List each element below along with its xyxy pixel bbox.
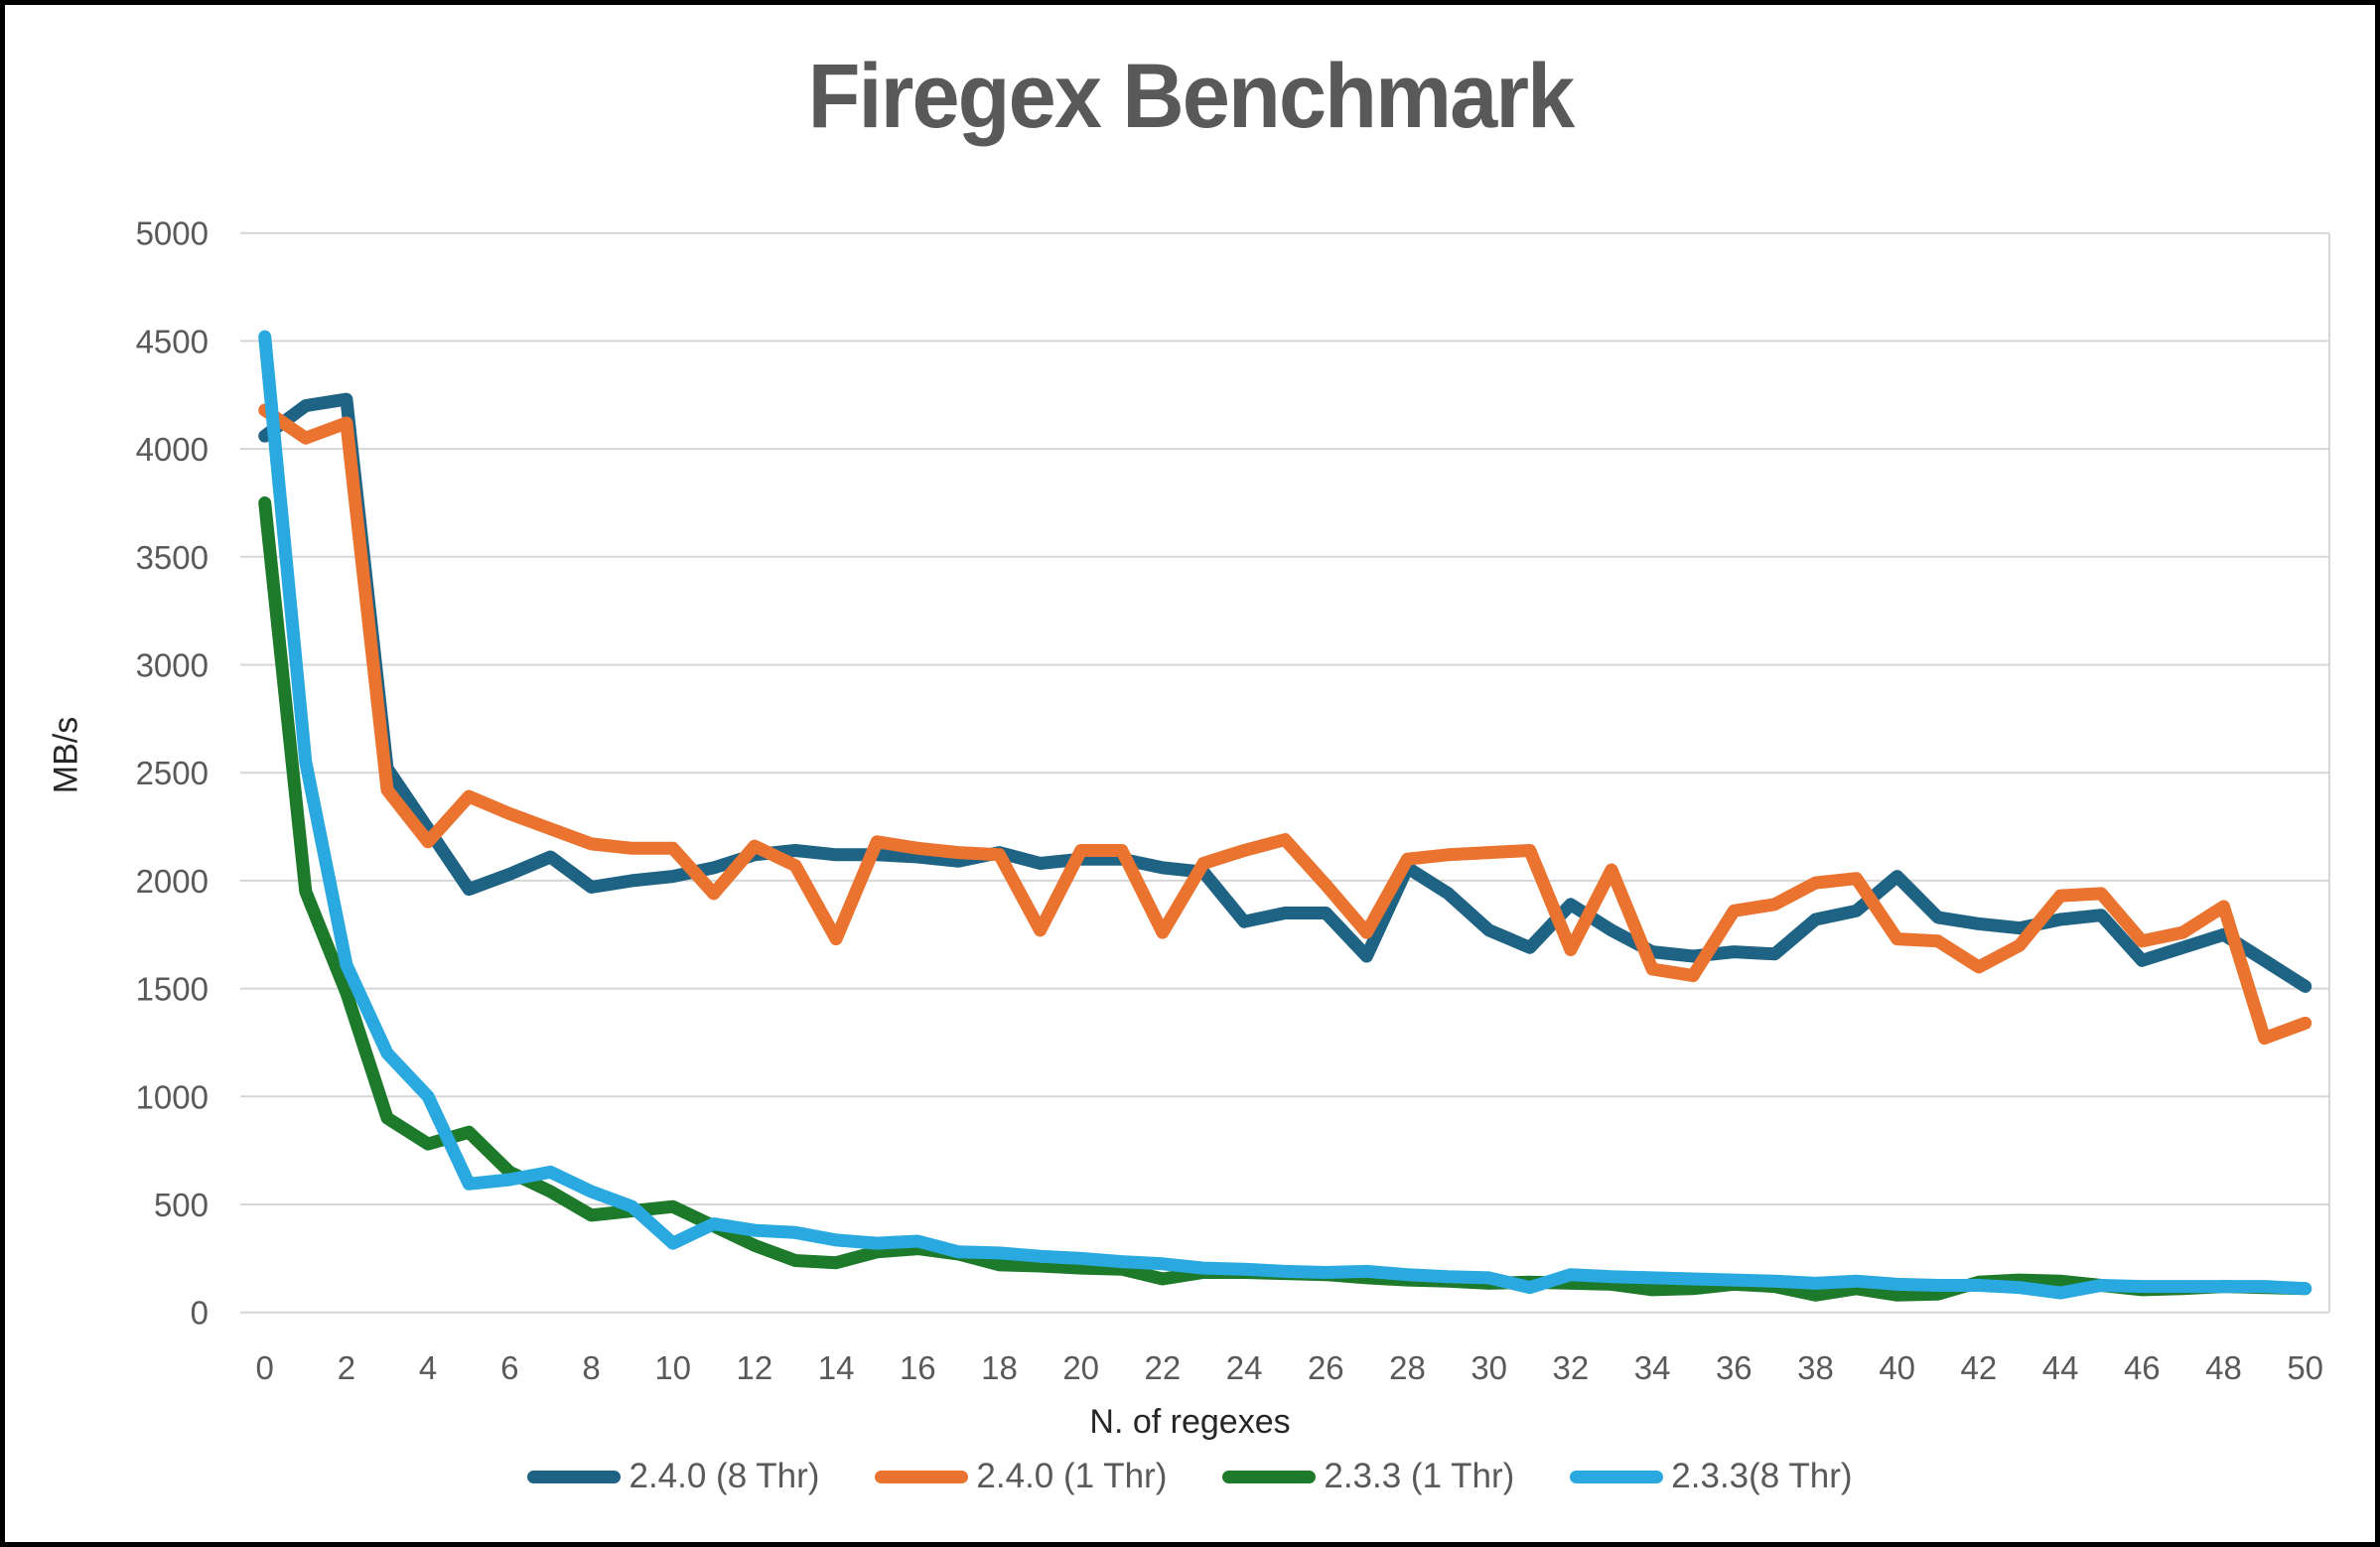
- legend-swatch-icon: [875, 1470, 969, 1483]
- x-tick-label: 30: [1470, 1349, 1507, 1386]
- x-tick-label: 22: [1145, 1349, 1182, 1386]
- x-tick-label: 48: [2205, 1349, 2242, 1386]
- x-tick-label: 50: [2287, 1349, 2323, 1386]
- x-tick-label: 4: [419, 1349, 437, 1386]
- y-tick-label: 2500: [136, 755, 209, 791]
- x-tick-label: 36: [1716, 1349, 1752, 1386]
- series-line-2.3.3-8-thr-: [258, 330, 2312, 1300]
- y-tick-label: 0: [191, 1295, 209, 1332]
- y-tick-label: 2000: [136, 863, 209, 900]
- legend-swatch-icon: [527, 1470, 622, 1483]
- x-tick-label: 32: [1553, 1349, 1590, 1386]
- x-tick-label: 42: [1961, 1349, 1998, 1386]
- x-tick-label: 26: [1308, 1349, 1344, 1386]
- legend-swatch-icon: [1222, 1470, 1317, 1483]
- y-tick-label: 1000: [136, 1078, 209, 1115]
- x-axis-title: N. of regexes: [1089, 1403, 1291, 1441]
- x-tick-label: 14: [818, 1349, 855, 1386]
- legend-item: 2.3.3(8 Thr): [1570, 1457, 1853, 1496]
- x-tick-label: 18: [981, 1349, 1018, 1386]
- y-tick-label: 500: [154, 1187, 209, 1223]
- x-tick-label: 24: [1226, 1349, 1263, 1386]
- chart-canvas: 0500100015002000250030003500400045005000…: [136, 215, 2330, 1386]
- x-tick-label: 38: [1797, 1349, 1834, 1386]
- x-tick-label: 0: [256, 1349, 274, 1386]
- y-tick-label: 3000: [136, 647, 209, 684]
- chart-title: Firegex Benchmark: [807, 46, 1575, 147]
- legend-item: 2.4.0 (8 Thr): [527, 1457, 819, 1496]
- y-tick-label: 4000: [136, 431, 209, 468]
- x-tick-label: 46: [2124, 1349, 2161, 1386]
- legend-label: 2.3.3 (1 Thr): [1324, 1457, 1515, 1495]
- x-tick-label: 44: [2042, 1349, 2079, 1386]
- x-tick-label: 28: [1389, 1349, 1426, 1386]
- x-tick-label: 40: [1879, 1349, 1915, 1386]
- legend: 2.4.0 (8 Thr) 2.4.0 (1 Thr) 2.3.3 (1 Thr) 2…: [5, 1457, 2375, 1496]
- x-tick-label: 2: [338, 1349, 355, 1386]
- x-tick-label: 8: [582, 1349, 600, 1386]
- y-axis-title: MB/s: [47, 716, 85, 794]
- legend-label: 2.4.0 (1 Thr): [976, 1457, 1168, 1495]
- y-tick-label: 5000: [136, 215, 209, 252]
- y-tick-label: 4500: [136, 323, 209, 359]
- x-tick-label: 10: [654, 1349, 691, 1386]
- x-tick-label: 12: [737, 1349, 773, 1386]
- legend-label: 2.4.0 (8 Thr): [629, 1457, 820, 1495]
- x-tick-label: 6: [500, 1349, 518, 1386]
- legend-label: 2.3.3(8 Thr): [1671, 1457, 1853, 1495]
- y-tick-label: 3500: [136, 539, 209, 576]
- legend-item: 2.3.3 (1 Thr): [1222, 1457, 1514, 1496]
- x-tick-label: 20: [1062, 1349, 1099, 1386]
- series-line-2.4.0-1-thr-: [258, 403, 2312, 1046]
- x-tick-label: 34: [1634, 1349, 1671, 1386]
- y-tick-label: 1500: [136, 971, 209, 1008]
- legend-swatch-icon: [1570, 1470, 1664, 1483]
- legend-item: 2.4.0 (1 Thr): [875, 1457, 1167, 1496]
- x-tick-label: 16: [900, 1349, 936, 1386]
- series-line-2.4.0-8-thr-: [258, 392, 2312, 993]
